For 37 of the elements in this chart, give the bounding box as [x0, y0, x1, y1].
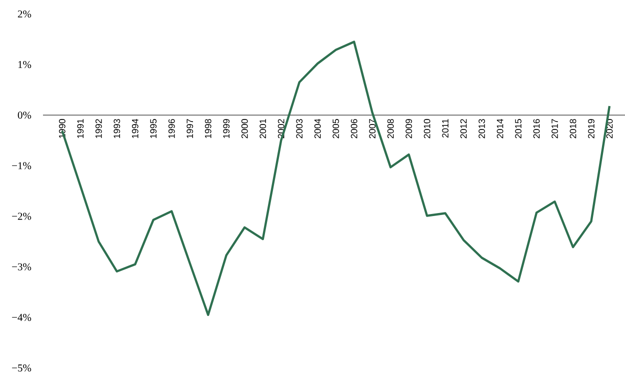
x-tick-label: 2005: [332, 119, 340, 138]
x-tick-label: 2010: [424, 119, 430, 138]
x-tick-label: 2003: [296, 119, 303, 138]
x-tick-label: 1996: [168, 119, 175, 138]
y-tick-label: −1%: [12, 162, 32, 170]
x-tick-label: 2017: [552, 119, 558, 138]
y-tick-label: −4%: [12, 314, 32, 321]
line-series: [61, 40, 611, 316]
x-tick-label: 2014: [496, 118, 504, 138]
x-tick-label: 2019: [588, 119, 594, 138]
x-tick-label: 2012: [460, 119, 467, 138]
x-tick-label: 1991: [77, 119, 84, 138]
x-tick-label: 2016: [533, 119, 540, 138]
y-tick-label: −5%: [12, 364, 32, 372]
y-tick-label: 1%: [18, 61, 32, 68]
x-tick-label: 2004: [314, 118, 321, 138]
x-tick-label: 2013: [478, 119, 485, 138]
x-tick-label: 2008: [387, 119, 394, 138]
x-tick-label: 2015: [515, 119, 522, 138]
x-tick-label: 1993: [114, 119, 120, 138]
y-tick-label: −2%: [12, 212, 32, 220]
x-tick-label: 2007: [369, 119, 376, 138]
x-tick-label: 2009: [406, 119, 412, 138]
x-tick-label: 1995: [150, 119, 157, 138]
y-tick-label: 2%: [18, 10, 32, 18]
y-tick-label: −3%: [12, 263, 32, 270]
x-tick-label: 1994: [132, 118, 138, 138]
x-tick-label: 1992: [95, 119, 102, 138]
x-tick-label: 1997: [186, 119, 194, 138]
x-tick-label: 1998: [204, 119, 212, 138]
x-tick-label: 2006: [350, 119, 358, 138]
y-tick-label: 0%: [18, 112, 32, 119]
x-tick-label: 2000: [241, 119, 248, 138]
x-tick-label: 2011: [442, 119, 448, 138]
x-tick-label: 1999: [223, 119, 230, 138]
x-tick-label: 2001: [260, 119, 266, 138]
x-tick-label: 2018: [570, 119, 576, 138]
